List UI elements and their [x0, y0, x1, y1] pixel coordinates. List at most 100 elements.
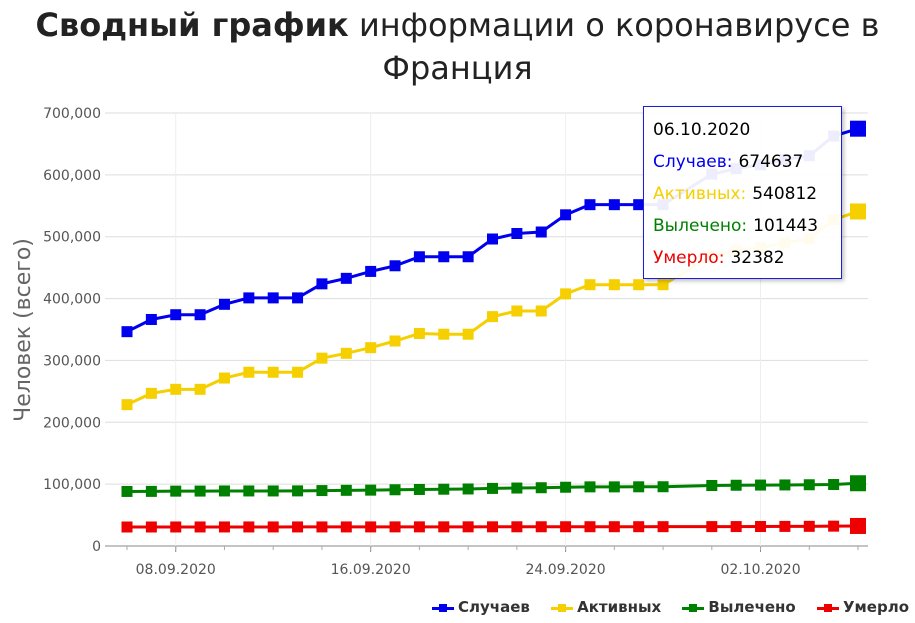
data-point: [389, 521, 401, 533]
tooltip-value: 32382: [730, 248, 785, 268]
data-point: [194, 485, 206, 497]
data-point: [292, 485, 304, 497]
x-tick-label: 16.09.2020: [331, 562, 411, 578]
data-point: [850, 517, 866, 534]
data-point: [389, 484, 401, 496]
data-point: [316, 352, 328, 364]
data-point: [535, 305, 547, 317]
data-point: [535, 482, 547, 494]
data-point: [389, 260, 401, 272]
x-tick-label: 02.10.2020: [720, 562, 800, 578]
data-point: [389, 335, 401, 347]
y-tick-label: 100,000: [43, 477, 101, 493]
data-point: [243, 292, 255, 304]
data-point: [145, 387, 157, 399]
data-point: [218, 521, 230, 533]
data-point: [487, 233, 498, 245]
chart-title-rest: информации о коронавирусе в Франция: [358, 6, 880, 87]
data-point: [267, 366, 279, 378]
data-point: [560, 521, 572, 533]
legend-item-deaths[interactable]: Умерло: [816, 598, 909, 616]
data-point: [340, 272, 352, 284]
data-point: [218, 372, 230, 384]
x-tick-label: 24.09.2020: [526, 562, 606, 578]
legend-item-recovered[interactable]: Вылечено: [682, 598, 796, 616]
data-point: [267, 292, 279, 304]
data-point: [828, 479, 840, 491]
legend-swatch: [551, 603, 574, 613]
data-point: [511, 305, 523, 317]
legend-item-active[interactable]: Активных: [551, 598, 661, 616]
data-point: [633, 481, 645, 493]
tooltip-row-active: Активных: 540812: [653, 184, 817, 204]
legend-item-cases[interactable]: Случаев: [432, 598, 530, 616]
data-point: [560, 481, 572, 493]
data-point: [608, 521, 620, 533]
legend-label: Случаев: [458, 598, 530, 616]
data-point: [584, 199, 596, 211]
data-point: [584, 279, 596, 291]
data-point: [511, 482, 523, 494]
tooltip-row-cases: Случаев: 674637: [653, 152, 803, 172]
data-point: [850, 203, 866, 220]
y-tick-label: 300,000: [43, 353, 101, 369]
y-tick-label: 500,000: [43, 230, 101, 246]
data-point: [316, 278, 328, 290]
data-point: [121, 485, 133, 497]
data-point: [608, 199, 620, 211]
data-point: [657, 481, 669, 493]
data-point: [170, 485, 182, 497]
data-point: [511, 521, 523, 533]
data-point: [292, 366, 304, 378]
y-axis-ticks: 700,000 600,000 500,000 400,000 300,000 200,0…: [43, 106, 101, 555]
data-point: [438, 251, 450, 263]
data-point: [365, 521, 377, 533]
data-point: [365, 342, 377, 354]
data-point: [657, 279, 669, 291]
legend-label: Умерло: [842, 598, 909, 616]
data-point: [413, 251, 425, 263]
data-point: [413, 521, 425, 533]
data-point: [779, 479, 791, 491]
y-tick-label: 0: [92, 539, 101, 555]
data-point: [560, 209, 572, 221]
data-point: [850, 120, 866, 137]
data-point: [292, 292, 304, 304]
data-point: [170, 383, 182, 395]
data-point: [340, 484, 352, 496]
data-point: [850, 475, 866, 492]
data-point: [413, 327, 425, 339]
data-point: [657, 521, 669, 533]
data-point: [121, 521, 133, 533]
y-tick-label: 400,000: [43, 292, 101, 308]
data-point: [145, 485, 157, 497]
data-point: [487, 311, 498, 323]
data-point: [145, 313, 157, 325]
y-tick-label: 200,000: [43, 415, 101, 431]
tooltip-row-deaths: Умерло: 32382: [653, 248, 785, 268]
data-point: [145, 521, 157, 533]
data-point: [243, 366, 255, 378]
data-point: [438, 521, 450, 533]
data-point: [730, 479, 742, 491]
data-point: [218, 298, 230, 310]
data-point: [535, 521, 547, 533]
data-point: [243, 521, 255, 533]
data-point: [633, 521, 645, 533]
legend-label: Вылечено: [708, 598, 796, 616]
data-point: [243, 485, 255, 497]
data-point: [828, 520, 840, 532]
data-point: [316, 521, 328, 533]
chart-title-bold: Сводный график: [35, 6, 349, 44]
data-point: [608, 481, 620, 493]
tooltip-label: Умерло:: [653, 248, 725, 268]
data-point: [511, 227, 523, 239]
data-point: [413, 483, 425, 495]
tooltip-value: 101443: [753, 216, 819, 236]
y-axis-label: Человек (всего): [11, 238, 36, 422]
data-point: [608, 279, 620, 291]
data-point: [340, 521, 352, 533]
data-point: [170, 309, 182, 321]
data-point: [194, 309, 206, 321]
